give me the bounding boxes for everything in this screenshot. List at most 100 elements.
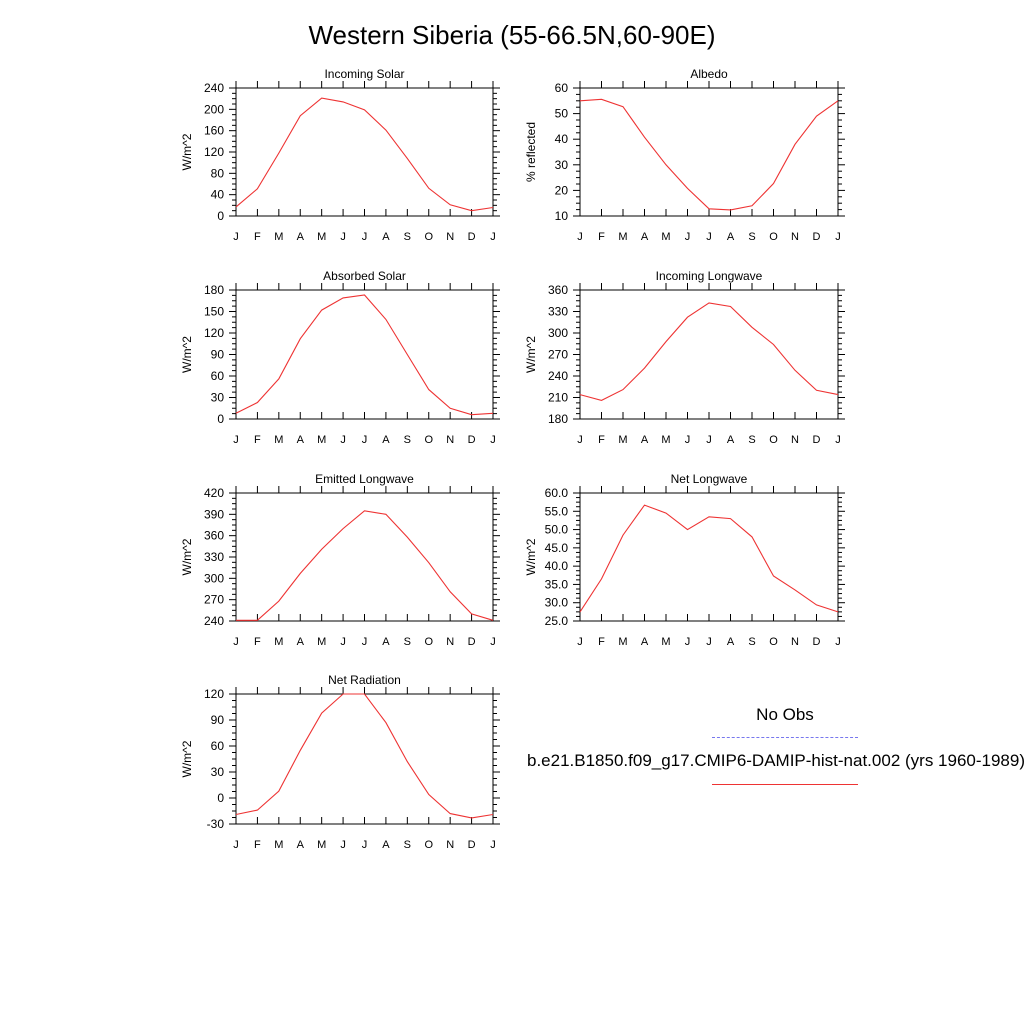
y-tick-label: 150 — [204, 305, 224, 319]
chart-title: Emitted Longwave — [315, 472, 414, 486]
x-tick-label: J — [835, 636, 841, 648]
x-tick-label: A — [727, 636, 735, 648]
plot-frame — [579, 289, 839, 420]
chart-title: Incoming Solar — [324, 67, 404, 81]
y-tick-label: 80 — [211, 166, 225, 180]
x-tick-label: D — [813, 636, 821, 648]
chart-panel: J F M A M J J A S O N D J180210240270300330360Incomi… — [524, 269, 845, 446]
y-tick-label: 160 — [204, 124, 224, 138]
series-line — [235, 97, 494, 212]
x-tick-label: M — [274, 839, 283, 851]
x-tick-label: F — [598, 434, 605, 446]
y-tick-label: 270 — [204, 593, 224, 607]
x-tick-label: J — [233, 636, 239, 648]
x-tick-label: J — [490, 636, 496, 648]
plot-frame — [235, 693, 494, 825]
x-tick-label: J — [685, 231, 691, 243]
legend-obs-line — [712, 737, 858, 738]
x-tick-label: M — [317, 839, 326, 851]
y-tick-label: 390 — [204, 507, 224, 521]
x-tick-label: N — [446, 636, 454, 648]
series-line — [579, 302, 839, 401]
chart-title: Incoming Longwave — [656, 269, 763, 283]
x-tick-label: A — [641, 434, 649, 446]
x-tick-label: F — [598, 636, 605, 648]
y-tick-label: 50.0 — [545, 523, 569, 537]
x-tick-label: M — [618, 434, 627, 446]
y-axis-label: W/m^2 — [180, 133, 194, 170]
plot-frame — [235, 87, 494, 217]
x-tick-label: J — [835, 231, 841, 243]
x-tick-label: S — [404, 839, 411, 851]
y-tick-label: 210 — [548, 391, 568, 405]
y-tick-label: 240 — [548, 369, 568, 383]
x-tick-label: N — [791, 231, 799, 243]
x-tick-label: J — [362, 231, 368, 243]
x-tick-label: J — [490, 434, 496, 446]
y-tick-label: 120 — [204, 326, 224, 340]
x-tick-label: J — [685, 636, 691, 648]
x-tick-label: O — [769, 231, 778, 243]
series-line — [235, 294, 494, 416]
x-tick-label: A — [641, 636, 649, 648]
x-tick-label: A — [297, 434, 305, 446]
x-tick-label: M — [317, 231, 326, 243]
y-tick-label: 50 — [555, 107, 569, 121]
x-tick-label: D — [813, 434, 821, 446]
x-tick-label: A — [382, 231, 390, 243]
x-tick-label: N — [446, 434, 454, 446]
chart-title: Absorbed Solar — [323, 269, 406, 283]
chart-title: Net Longwave — [671, 472, 748, 486]
y-tick-label: 45.0 — [545, 541, 569, 555]
x-tick-label: D — [468, 231, 476, 243]
y-tick-label: 90 — [211, 713, 225, 727]
plot-frame — [235, 289, 494, 420]
x-tick-label: M — [274, 231, 283, 243]
x-tick-label: A — [727, 434, 735, 446]
y-tick-label: 40 — [211, 188, 225, 202]
x-tick-label: D — [468, 434, 476, 446]
y-tick-label: 240 — [204, 81, 224, 95]
y-tick-label: 120 — [204, 687, 224, 701]
x-tick-label: J — [490, 231, 496, 243]
x-tick-label: J — [835, 434, 841, 446]
y-axis-label: W/m^2 — [180, 740, 194, 777]
y-tick-label: 330 — [204, 550, 224, 564]
x-tick-label: F — [254, 636, 261, 648]
x-tick-label: J — [233, 434, 239, 446]
x-tick-label: M — [274, 434, 283, 446]
x-tick-label: J — [706, 231, 712, 243]
x-tick-label: M — [618, 636, 627, 648]
main-title: Western Siberia (55-66.5N,60-90E) — [308, 20, 716, 50]
x-tick-label: J — [340, 636, 346, 648]
x-tick-label: O — [769, 636, 778, 648]
x-tick-label: J — [362, 434, 368, 446]
x-tick-label: S — [748, 636, 755, 648]
x-tick-label: S — [404, 231, 411, 243]
y-axis-label: W/m^2 — [180, 538, 194, 575]
x-tick-label: J — [340, 434, 346, 446]
y-tick-label: 90 — [211, 348, 225, 362]
legend-obs-label: No Obs — [756, 705, 814, 724]
x-tick-label: N — [791, 434, 799, 446]
series-line — [579, 98, 839, 211]
y-tick-label: 30 — [211, 391, 225, 405]
x-tick-label: D — [468, 839, 476, 851]
x-tick-label: F — [598, 231, 605, 243]
y-tick-label: 30 — [211, 765, 225, 779]
chart-title: Net Radiation — [328, 673, 401, 687]
plot-frame — [579, 87, 839, 217]
x-tick-label: O — [769, 434, 778, 446]
x-tick-label: J — [340, 839, 346, 851]
legend-model-line — [712, 784, 858, 785]
series-line — [579, 504, 839, 613]
x-tick-label: A — [297, 231, 305, 243]
y-axis-label: W/m^2 — [180, 336, 194, 373]
x-tick-label: J — [577, 636, 583, 648]
x-tick-label: A — [297, 636, 305, 648]
